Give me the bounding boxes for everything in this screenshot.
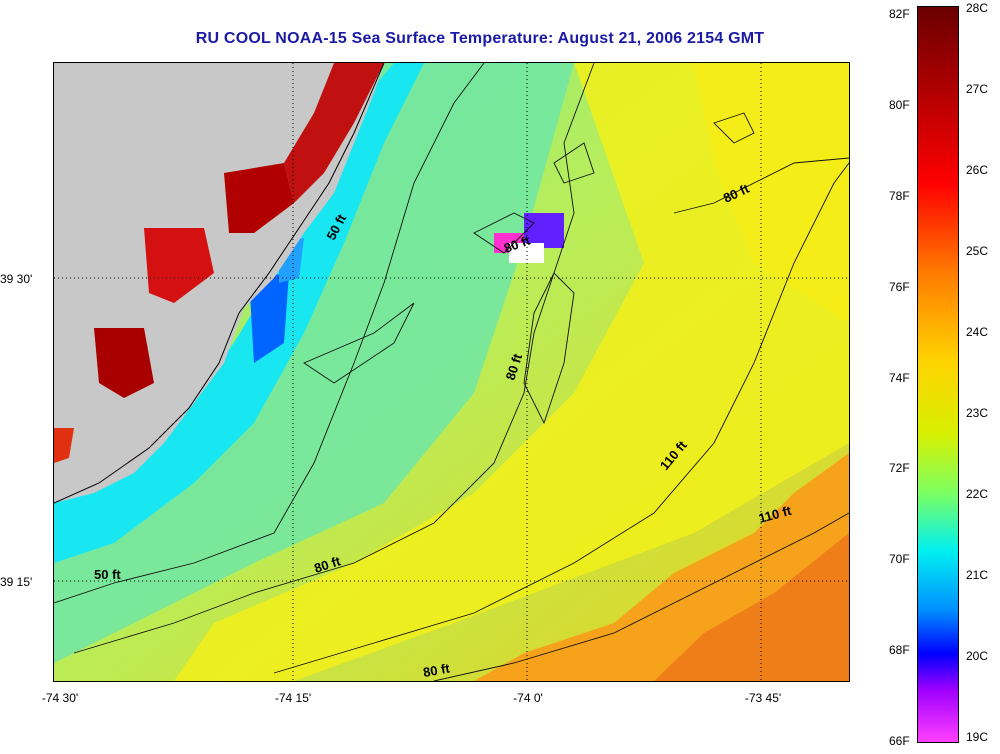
contour-label: 50 ft [94, 567, 121, 582]
colorbar-c-label: 24C [966, 325, 989, 339]
bay-warm-2 [224, 163, 294, 233]
x-tick-label: -74 15' [274, 691, 312, 705]
cold-spot [249, 273, 289, 363]
colorbar-c-label: 22C [966, 487, 989, 501]
x-tick-label: -74 0' [513, 691, 543, 705]
sst-map-canvas: 50 ft 50 ft 80 ft 80 ft 80 ft 80 ft 80 f… [54, 63, 849, 681]
sst-map: 50 ft 50 ft 80 ft 80 ft 80 ft 80 ft 80 f… [53, 62, 850, 682]
temperature-colorbar [917, 6, 959, 743]
cold-patch [524, 213, 564, 248]
colorbar-f-label: 66F [889, 734, 910, 748]
y-tick-label: 39 15' [0, 575, 33, 589]
colorbar-f-label: 76F [889, 279, 910, 294]
warm-band-ne [694, 63, 849, 323]
colorbar-f-label: 82F [889, 7, 910, 21]
graticule [54, 63, 849, 681]
colorbar-c-label: 26C [966, 163, 989, 177]
mid-shelf [54, 63, 574, 663]
cloud-mask [509, 243, 544, 263]
colorbar-f-label: 68F [889, 643, 910, 658]
colorbar-f-label: 78F [889, 188, 910, 203]
x-tick-label: -74 30' [41, 691, 79, 705]
depth-contours [54, 63, 849, 681]
colorbar-c-label: 20C [966, 649, 989, 663]
map-title: RU COOL NOAA-15 Sea Surface Temperature:… [195, 30, 765, 47]
warm-pool-core [654, 533, 849, 681]
bay-warm-4 [94, 328, 154, 398]
colorbar-c-label: 28C [966, 1, 989, 15]
y-tick-label: 39 30' [0, 272, 33, 286]
colorbar-c-label: 23C [966, 406, 989, 420]
colorbar-c-label: 21C [966, 568, 989, 582]
bay-warm-1 [284, 63, 384, 203]
colorbar-f-label: 74F [889, 370, 910, 385]
colorbar-c-label: 19C [966, 730, 989, 744]
colorbar-f-label: 72F [889, 461, 910, 476]
colorbar-c-label: 25C [966, 244, 989, 258]
colorbar-c-label: 27C [966, 82, 989, 96]
bay-warm-5 [54, 428, 74, 463]
bay-warm-3 [144, 228, 214, 303]
warm-band [174, 63, 849, 681]
coastline [54, 63, 385, 504]
colorbar-f-label: 80F [889, 97, 910, 112]
contour-label: 80 ft [422, 660, 452, 680]
colorbar-f-label: 70F [889, 552, 910, 567]
x-tick-label: -73 45' [744, 691, 782, 705]
